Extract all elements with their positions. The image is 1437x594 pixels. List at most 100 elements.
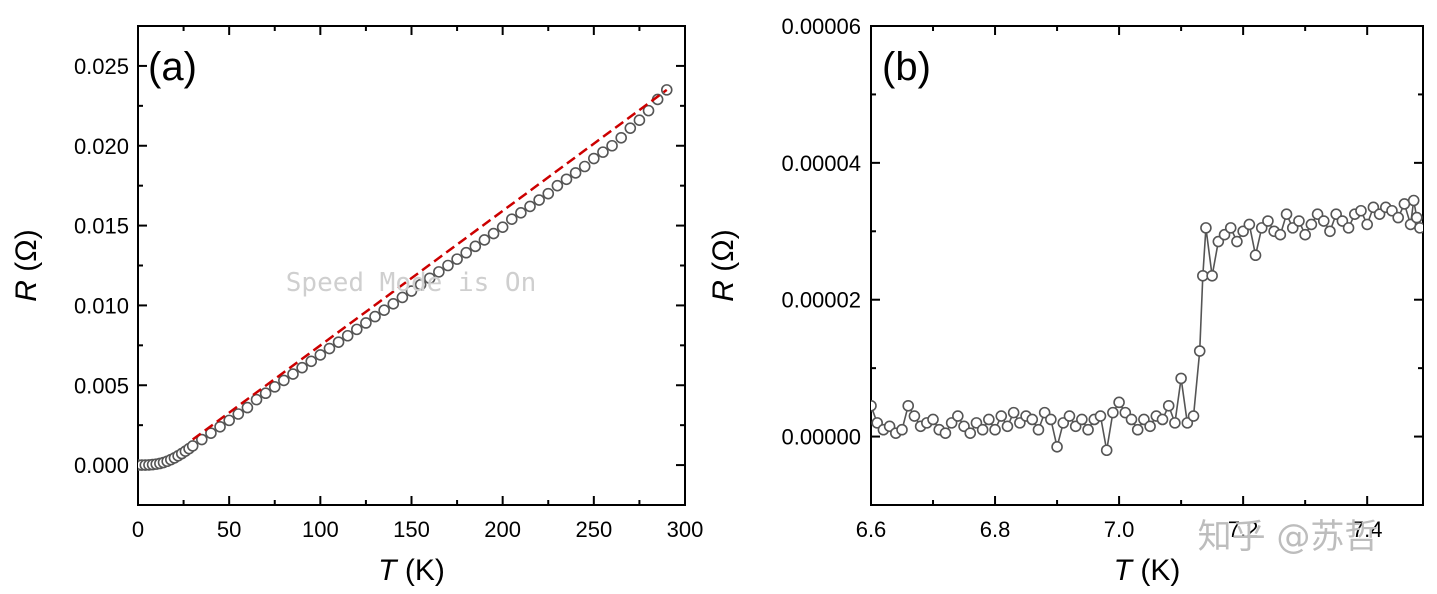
watermark: 知乎 @苏哲	[1198, 517, 1379, 557]
data-point	[1274, 228, 1287, 241]
x-axis-title: T (K)	[378, 554, 445, 587]
y-axis-unit: (Ω)	[10, 229, 43, 280]
plot-frame	[870, 25, 1424, 506]
data-point	[478, 234, 491, 246]
data-point	[241, 401, 254, 414]
panel-b-chart: 6.6 6.8 7.0 7.2 7.4 0.00000 0.00002 0.00004 0.00…	[707, 14, 1424, 587]
data-point	[205, 427, 217, 439]
data-point	[551, 179, 564, 192]
data-point	[1107, 406, 1119, 419]
data-point	[305, 355, 318, 368]
data-point	[569, 167, 582, 179]
data-point	[469, 240, 482, 253]
x-axis-unit: (K)	[397, 554, 445, 587]
data-point	[606, 139, 618, 152]
data-point	[433, 266, 445, 278]
overlay-text: Speed Mode is On	[286, 268, 536, 298]
data-point	[1410, 211, 1423, 224]
x-tick-label: 7.2	[1228, 517, 1259, 542]
y-axis-variable: R	[707, 280, 740, 302]
data-point	[871, 399, 877, 412]
fit-line	[191, 88, 668, 441]
data-point	[964, 427, 977, 439]
x-axis-title: T (K)	[1114, 554, 1181, 587]
y-tick-label: 0.020	[74, 134, 129, 159]
data-point	[1125, 413, 1138, 426]
data-point	[1076, 413, 1088, 426]
x-tick-label: 200	[484, 517, 521, 542]
data-point	[1200, 222, 1212, 234]
data-point	[323, 342, 336, 355]
x-tick-label: 7.0	[1104, 517, 1135, 542]
data-point	[1001, 420, 1014, 433]
data-point	[442, 259, 454, 272]
data-point	[1187, 410, 1200, 422]
data-point	[533, 194, 545, 206]
data-point	[1026, 413, 1039, 426]
data-point	[578, 160, 591, 173]
data-point	[560, 173, 573, 186]
data-point	[387, 298, 400, 310]
data-point	[1131, 423, 1144, 436]
data-point	[615, 131, 627, 144]
y-axis-title: R (Ω)	[707, 229, 740, 301]
data-point	[1144, 420, 1156, 433]
y-tick-label: 0.010	[74, 293, 129, 318]
data-point	[983, 413, 995, 426]
data-point	[350, 323, 363, 336]
data-point	[414, 278, 427, 291]
x-tick-label: 6.6	[856, 517, 887, 542]
data-point	[369, 310, 381, 323]
data-point	[186, 440, 199, 452]
data-point	[250, 393, 263, 406]
data-point	[1094, 410, 1107, 422]
data-point	[196, 433, 208, 446]
data-point	[1175, 372, 1187, 385]
data-point	[296, 361, 308, 374]
data-layer	[138, 84, 673, 471]
y-tick-label: 0.00006	[781, 14, 861, 39]
data-point	[1206, 269, 1218, 282]
data-point	[460, 246, 473, 259]
x-axis-variable: T	[1114, 554, 1135, 587]
data-point	[378, 304, 390, 317]
data-point	[1100, 444, 1113, 457]
data-point	[902, 399, 915, 412]
plot-frame	[137, 25, 686, 506]
y-axis-variable: R	[10, 280, 43, 302]
data-point	[989, 423, 1001, 436]
data-point	[1299, 228, 1311, 241]
data-point	[405, 285, 418, 297]
data-point	[1361, 218, 1373, 231]
data-point	[268, 381, 281, 393]
data-point	[1355, 204, 1367, 217]
y-tick-label: 0.025	[74, 54, 129, 79]
data-point	[1342, 222, 1355, 234]
data-point	[214, 420, 226, 433]
data-point	[976, 423, 989, 436]
x-tick-label: 300	[667, 517, 704, 542]
data-point	[1162, 399, 1175, 412]
data-point	[1193, 345, 1206, 357]
data-point	[1392, 211, 1404, 224]
data-point	[287, 368, 299, 380]
y-tick-label: 0.015	[74, 214, 129, 239]
data-point	[524, 200, 536, 213]
data-point	[232, 408, 245, 420]
panel-label: (b)	[882, 45, 931, 89]
data-point	[1045, 413, 1057, 426]
data-point	[1063, 410, 1076, 422]
data-point	[341, 329, 354, 342]
data-point	[451, 253, 463, 265]
data-point	[927, 413, 939, 426]
data-point	[1249, 249, 1262, 262]
panel-a-chart: 0 50 100 150 200 250 300 0.000 0.005 0.010 0.015 0.…	[10, 25, 704, 587]
data-point	[1414, 222, 1423, 234]
data-point	[1293, 215, 1305, 227]
data-point	[505, 213, 518, 225]
data-point	[515, 207, 527, 219]
data-point	[1231, 235, 1243, 248]
y-axis-unit: (Ω)	[707, 229, 740, 280]
data-point	[1032, 423, 1045, 436]
